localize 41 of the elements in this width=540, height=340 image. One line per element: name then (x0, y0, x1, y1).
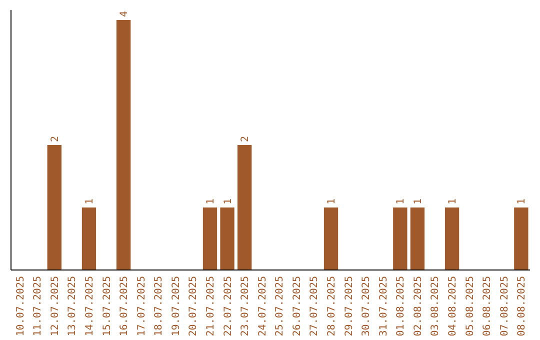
x-tick-label: 25.07.2025 (274, 276, 286, 336)
x-tick-label: 21.07.2025 (205, 276, 216, 336)
x-tick-label: 28.07.2025 (326, 276, 338, 336)
x-tick-label: 16.07.2025 (119, 276, 130, 336)
data-label: 2 (240, 136, 252, 142)
x-tick-label: 19.07.2025 (170, 276, 182, 336)
x-tick-label: 18.07.2025 (154, 276, 165, 336)
data-label: 1 (412, 198, 424, 204)
data-label: 2 (50, 136, 61, 142)
x-tick-label: 06.08.2025 (482, 276, 494, 336)
data-label: 1 (516, 198, 528, 204)
x-tick-label: 02.08.2025 (412, 276, 424, 336)
x-tick-label: 30.07.2025 (361, 276, 372, 336)
data-label: 1 (205, 198, 216, 204)
x-tick-label: 14.07.2025 (84, 276, 96, 336)
x-tick-label: 04.08.2025 (448, 276, 459, 336)
x-tick-label: 31.07.2025 (378, 276, 390, 336)
x-tick-label: 12.07.2025 (50, 276, 61, 336)
x-tick-label: 17.07.2025 (136, 276, 148, 336)
x-tick-label: 27.07.2025 (309, 276, 320, 336)
x-tick-label: 05.08.2025 (464, 276, 476, 336)
data-label: 1 (448, 198, 459, 204)
data-label: 4 (119, 10, 130, 17)
x-tick-label: 11.07.2025 (32, 276, 44, 336)
x-tick-label: 15.07.2025 (102, 276, 113, 336)
x-tick-label: 22.07.2025 (222, 276, 234, 336)
x-tick-label: 20.07.2025 (188, 276, 200, 336)
data-label: 1 (84, 198, 96, 204)
x-tick-label: 03.08.2025 (430, 276, 442, 336)
x-tick-label: 26.07.2025 (292, 276, 303, 336)
x-tick-label: 10.07.2025 (15, 276, 26, 336)
x-tick-label: 24.07.2025 (257, 276, 268, 336)
data-label: 1 (396, 198, 407, 204)
x-tick-label: 13.07.2025 (67, 276, 78, 336)
data-label: 1 (222, 198, 234, 204)
data-label: 1 (326, 198, 338, 204)
x-tick-label: 23.07.2025 (240, 276, 252, 336)
x-tick-label: 29.07.2025 (344, 276, 355, 336)
x-tick-label: 01.08.2025 (396, 276, 407, 336)
x-tick-label: 08.08.2025 (516, 276, 528, 336)
x-tick-label: 07.08.2025 (499, 276, 510, 336)
